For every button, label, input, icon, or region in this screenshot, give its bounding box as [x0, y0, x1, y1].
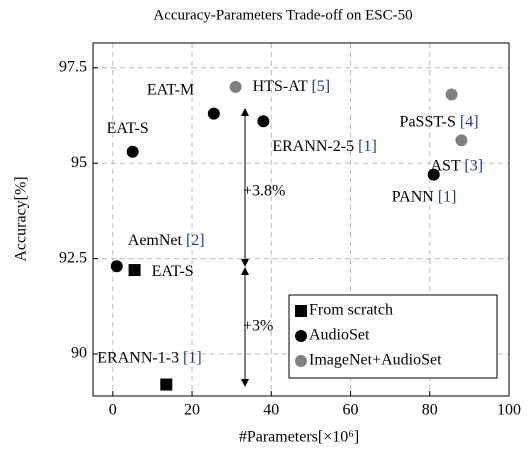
point-ref: [1] — [438, 188, 457, 205]
point — [160, 378, 173, 391]
y-axis-label: Accuracy[%] — [13, 176, 30, 261]
x-tick-label: 20 — [184, 402, 200, 419]
point — [110, 260, 123, 273]
point-ref: [3] — [464, 157, 483, 174]
point-name: PaSST-S — [400, 113, 456, 130]
legend-label: ImageNet+AudioSet — [309, 352, 442, 369]
point — [427, 168, 440, 181]
point-ref: [4] — [460, 113, 479, 130]
point-label: EAT-M — [147, 81, 194, 98]
x-tick-label: 100 — [497, 402, 521, 419]
point — [128, 264, 141, 277]
point-label: ERANN-2-5 [1] — [272, 138, 376, 155]
point-ref: [2] — [186, 232, 205, 249]
x-tick-label: 80 — [422, 402, 438, 419]
legend-box — [288, 294, 498, 379]
legend-marker — [295, 330, 307, 342]
legend-label: From scratch — [309, 302, 393, 319]
point-name: EAT-S — [152, 263, 194, 280]
x-tick-label: 0 — [109, 402, 117, 419]
annotation: +3.8% — [243, 183, 285, 200]
point-name: HTS-AT — [253, 78, 308, 95]
y-tick-label: 97.5 — [59, 58, 87, 75]
y-tick-label: 90 — [71, 345, 87, 362]
point-ref: [1] — [183, 349, 202, 366]
point-label: HTS-AT [5] — [253, 78, 330, 95]
point-name: PANN — [392, 188, 435, 205]
point-name: AemNet — [128, 232, 183, 249]
point-label: EAT-S — [107, 119, 149, 136]
point — [445, 88, 458, 101]
point — [207, 107, 220, 120]
point — [126, 145, 139, 158]
point-label: PANN [1] — [392, 188, 457, 205]
point-label: PaSST-S [4] — [400, 113, 479, 130]
annotation: +3% — [243, 318, 273, 335]
x-tick-label: 40 — [263, 402, 279, 419]
x-axis-label: #Parameters[×10⁶] — [239, 429, 359, 446]
point-ref: [5] — [311, 78, 330, 95]
point — [229, 80, 242, 93]
point-label: ERANN-1-3 [1] — [97, 349, 201, 366]
legend-marker — [295, 355, 307, 367]
plot-frame — [92, 42, 510, 397]
legend: From scratch AudioSet ImageNet+AudioSet — [288, 294, 498, 379]
legend-label: AudioSet — [309, 327, 370, 344]
chart-title: Accuracy-Parameters Trade-off on ESC-50 — [153, 7, 412, 23]
point-ref: [1] — [358, 138, 377, 155]
point — [257, 115, 270, 128]
point-name: ERANN-1-3 — [97, 349, 179, 366]
point-name: EAT-M — [147, 81, 194, 98]
x-tick-label: 60 — [343, 402, 359, 419]
point-name: AST — [430, 157, 460, 174]
point-name: ERANN-2-5 — [272, 138, 354, 155]
point-label: AemNet [2] — [128, 232, 205, 249]
point-label: EAT-S — [152, 263, 194, 280]
y-tick-label: 95 — [71, 154, 87, 171]
legend-marker — [295, 305, 307, 317]
y-tick-label: 92.5 — [59, 249, 87, 266]
point-name: EAT-S — [107, 119, 149, 136]
point — [455, 134, 468, 147]
point-label: AST [3] — [430, 157, 483, 174]
